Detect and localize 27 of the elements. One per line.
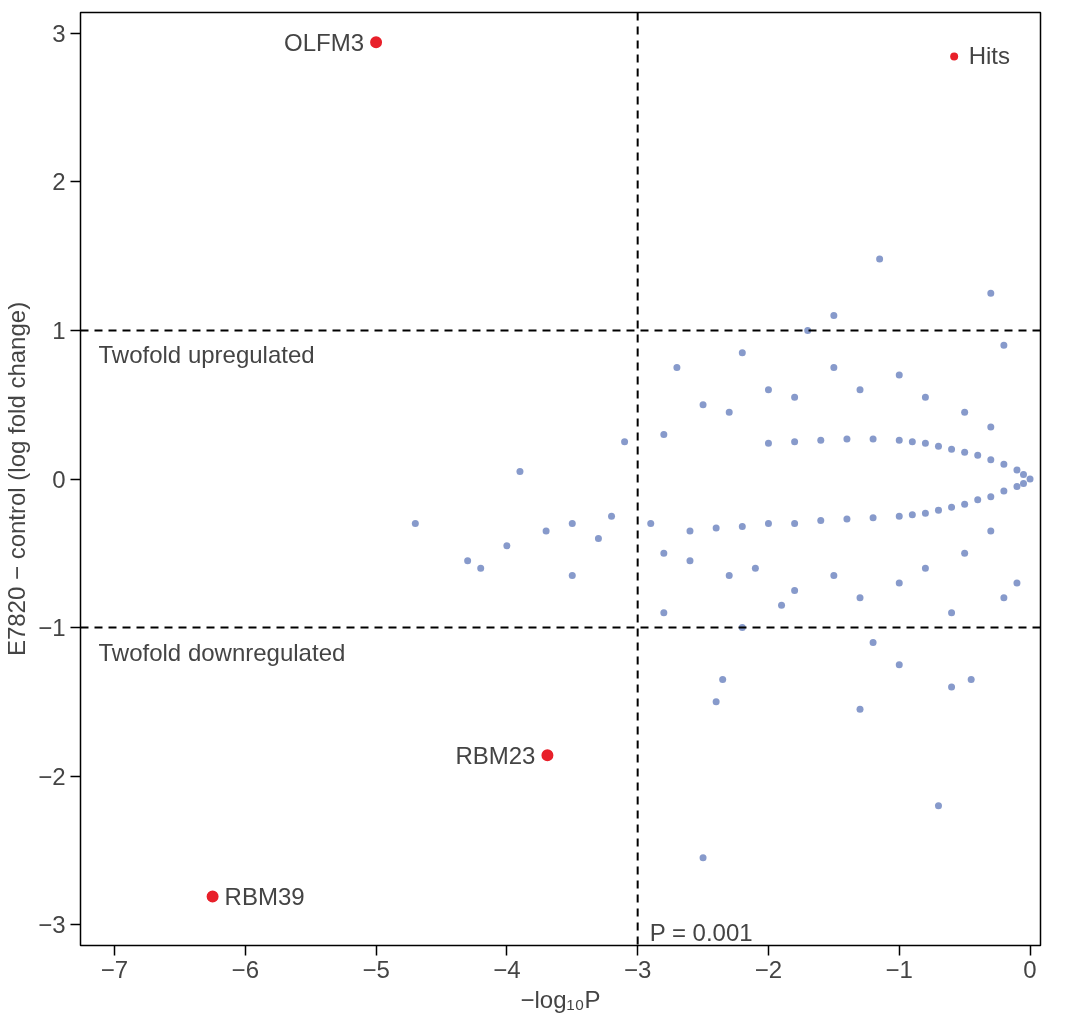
point (206, 890, 219, 903)
y-tick-label: 0 (52, 465, 66, 493)
annotation: RBM23 (455, 741, 536, 769)
y-tick-label: −2 (38, 762, 66, 790)
annotation: RBM39 (224, 882, 305, 910)
point (370, 36, 383, 49)
point (541, 749, 554, 762)
ref-line-label: Twofold downregulated (98, 638, 346, 666)
x-axis-title: −log₁₀P (520, 985, 601, 1013)
annotation: P = 0.001 (649, 918, 753, 946)
y-axis-title: E7820 − control (log fold change) (3, 301, 31, 657)
y-tick-label: −1 (38, 614, 66, 642)
x-tick-label: 0 (1023, 955, 1037, 983)
x-tick-label: −1 (885, 955, 913, 983)
y-tick-label: 1 (52, 316, 66, 344)
legend-label: Hits (968, 42, 1010, 70)
y-tick-label: 3 (52, 19, 66, 47)
x-tick-label: −6 (231, 955, 259, 983)
x-tick-label: −7 (100, 955, 129, 983)
x-tick-label: −3 (623, 955, 652, 983)
ref-line-label: Twofold upregulated (98, 341, 315, 369)
x-tick-label: −5 (362, 955, 390, 983)
x-tick-label: −2 (754, 955, 783, 983)
y-tick-label: 2 (52, 168, 66, 196)
annotation: OLFM3 (284, 28, 365, 56)
x-tick-label: −4 (493, 955, 521, 983)
y-tick-label: −3 (38, 911, 66, 939)
